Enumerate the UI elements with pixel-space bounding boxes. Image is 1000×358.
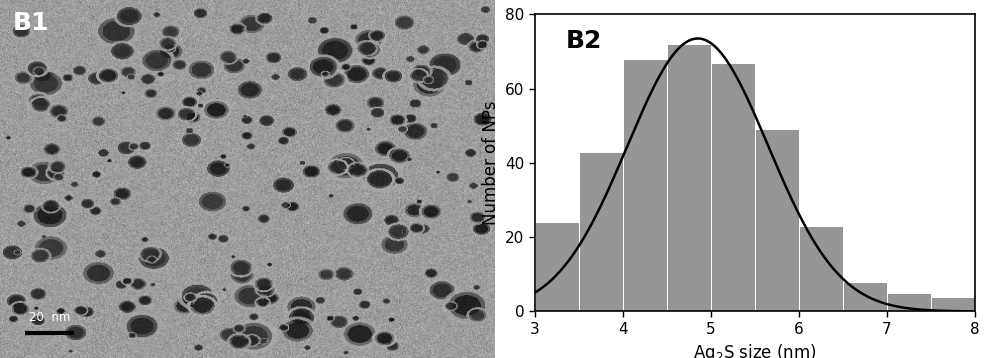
Text: 20  nm: 20 nm xyxy=(29,311,70,324)
Text: B2: B2 xyxy=(566,29,602,53)
Bar xyxy=(711,63,755,311)
Text: B1: B1 xyxy=(12,11,49,35)
Bar xyxy=(755,130,799,311)
Bar xyxy=(799,226,843,311)
Bar xyxy=(843,282,887,311)
Y-axis label: Number of NPs: Number of NPs xyxy=(482,101,500,225)
X-axis label: Ag$_2$S size (nm): Ag$_2$S size (nm) xyxy=(693,343,817,358)
Bar xyxy=(623,59,667,311)
Bar xyxy=(579,152,623,311)
Bar xyxy=(887,293,931,311)
Bar xyxy=(931,296,975,311)
Bar xyxy=(535,222,579,311)
Bar xyxy=(667,44,711,311)
